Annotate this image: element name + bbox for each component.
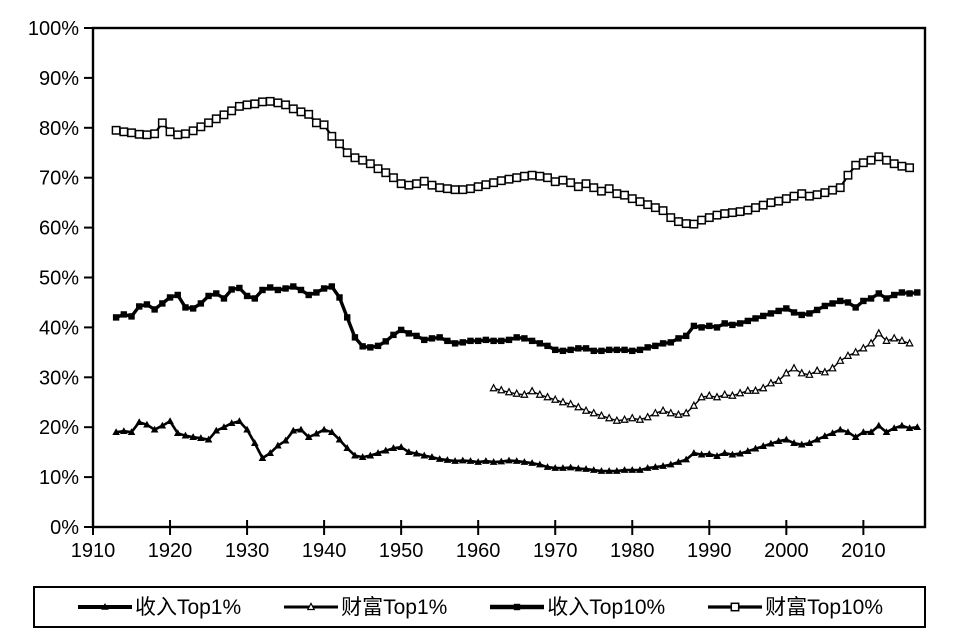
legend-label-wealth-top10: 财富Top10%	[765, 595, 884, 619]
series-wealth-top1	[489, 328, 914, 424]
legend-marker-triangle-filled-icon	[77, 603, 132, 610]
series-income-top10	[112, 283, 921, 355]
x-tick-label: 1960	[456, 540, 501, 562]
legend-marker-square-open-icon	[708, 602, 763, 612]
plot-frame	[91, 26, 927, 529]
y-tick-label: 20%	[39, 417, 79, 439]
legend-label-wealth-top1: 财富Top1%	[341, 595, 448, 619]
x-tick-label: 1920	[148, 540, 193, 562]
chart-canvas: 0% 10% 20% 30% 40% 50% 60% 70% 80% 90% 100% 1910 192…	[28, 18, 927, 562]
y-tick-label: 0%	[50, 517, 79, 539]
legend-item-wealth-top10: 财富Top10%	[706, 596, 883, 618]
series-markers-wealth-top10	[111, 96, 915, 229]
y-tick-label: 90%	[39, 68, 79, 90]
legend-item-income-top1: 收入Top1%	[76, 596, 241, 618]
legend-marker-square-filled-icon	[490, 603, 545, 611]
series-markers-income-top10	[112, 283, 921, 355]
x-tick-label: 1950	[379, 540, 424, 562]
series-line-wealth-top1	[493, 332, 910, 422]
legend-item-income-top10: 收入Top10%	[488, 596, 665, 618]
y-axis: 0% 10% 20% 30% 40% 50% 60% 70% 80% 90% 100%	[28, 18, 93, 539]
x-axis: 1910 1920 1930 1940 1950 1960 1970 1980 1990 2000…	[71, 520, 886, 562]
legend-label-income-top10: 收入Top10%	[547, 595, 666, 619]
y-tick-label: 30%	[39, 367, 79, 389]
y-tick-label: 50%	[39, 268, 79, 290]
x-tick-label: 1970	[533, 540, 578, 562]
x-tick-label: 2000	[764, 540, 809, 562]
y-tick-label: 80%	[39, 118, 79, 140]
x-tick-label: 1930	[225, 540, 270, 562]
y-tick-label: 10%	[39, 467, 79, 489]
legend-item-wealth-top1: 财富Top1%	[282, 596, 447, 618]
legend-label-income-top1: 收入Top1%	[134, 595, 242, 619]
x-tick-label: 1910	[71, 540, 116, 562]
series-wealth-top10	[111, 96, 915, 229]
y-tick-label: 100%	[28, 18, 79, 40]
series-markers-wealth-top1	[489, 328, 914, 424]
x-tick-label: 1980	[610, 540, 655, 562]
x-tick-label: 1990	[687, 540, 732, 562]
series-income-top1	[112, 417, 922, 474]
chart-legend: 收入Top1% 财富Top1% 收入Top10% 财富Top10%	[33, 586, 926, 628]
series-line-wealth-top10	[115, 100, 910, 226]
y-tick-label: 60%	[39, 218, 79, 240]
y-tick-label: 70%	[39, 168, 79, 190]
y-tick-label: 40%	[39, 317, 79, 339]
legend-marker-triangle-open-icon	[284, 602, 339, 611]
series-line-income-top10	[115, 284, 918, 353]
x-tick-label: 1940	[302, 540, 347, 562]
x-tick-label: 2010	[841, 540, 886, 562]
series-markers-income-top1	[112, 417, 922, 474]
